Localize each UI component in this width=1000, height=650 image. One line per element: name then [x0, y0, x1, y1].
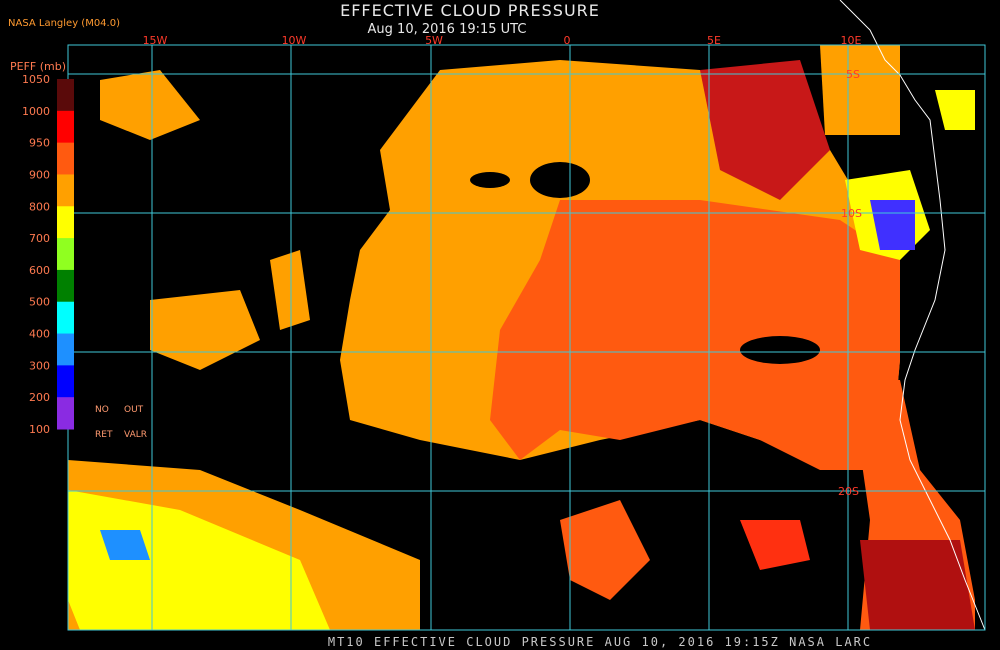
- legend-swatch: [57, 142, 74, 175]
- graticule: [68, 45, 985, 630]
- latitude-label: 5S: [846, 68, 860, 81]
- coastline: [839, 0, 986, 631]
- legend-label: 200: [29, 391, 50, 404]
- legend-label: 1000: [22, 105, 50, 118]
- legend-note: RET: [95, 430, 113, 440]
- longitude-label: 10E: [841, 34, 862, 47]
- legend-swatch: [57, 79, 74, 112]
- longitude-label: 5E: [707, 34, 721, 47]
- legend-label: 900: [29, 168, 50, 181]
- title: EFFECTIVE CLOUD PRESSURE: [340, 1, 600, 20]
- legend-swatch: [57, 110, 74, 144]
- longitude-label: 10W: [282, 34, 307, 47]
- subtitle: Aug 10, 2016 19:15 UTC: [368, 22, 527, 37]
- legend-label: 700: [29, 232, 50, 245]
- legend-swatch: [57, 269, 74, 303]
- legend-swatch: [57, 397, 74, 430]
- legend-label: 300: [29, 359, 50, 372]
- longitude-label: 15W: [143, 34, 168, 47]
- legend-swatch: [57, 365, 74, 398]
- legend-note: OUT: [124, 405, 144, 415]
- latitude-label: 10S: [841, 207, 862, 220]
- legend-label: 600: [29, 264, 50, 277]
- color-legend: PEFF (mb) NO OUT RET VALR 1050 1000 950 900…: [10, 60, 147, 440]
- legend-label: 400: [29, 328, 50, 341]
- legend-label: 800: [29, 200, 50, 213]
- legend-note: NO: [95, 405, 109, 415]
- longitude-label: 5W: [425, 34, 443, 47]
- latitude-label: 20S: [838, 485, 859, 498]
- legend-label: 950: [29, 137, 50, 150]
- legend-label: 1050: [22, 73, 50, 86]
- legend-swatch: [57, 333, 74, 366]
- source-label: NASA Langley (M04.0): [8, 18, 120, 29]
- legend-note: VALR: [124, 430, 147, 440]
- legend-swatch: [57, 301, 74, 335]
- legend-label: 500: [29, 296, 50, 309]
- cloud-field: [68, 45, 975, 630]
- legend-swatch: [57, 238, 74, 271]
- footer-caption: MT10 EFFECTIVE CLOUD PRESSURE AUG 10, 20…: [328, 635, 872, 649]
- legend-title: PEFF (mb): [10, 60, 66, 73]
- longitude-label: 0: [564, 34, 571, 47]
- legend-label: 100: [29, 423, 50, 436]
- legend-swatch: [57, 174, 74, 207]
- legend-swatch: [57, 206, 74, 239]
